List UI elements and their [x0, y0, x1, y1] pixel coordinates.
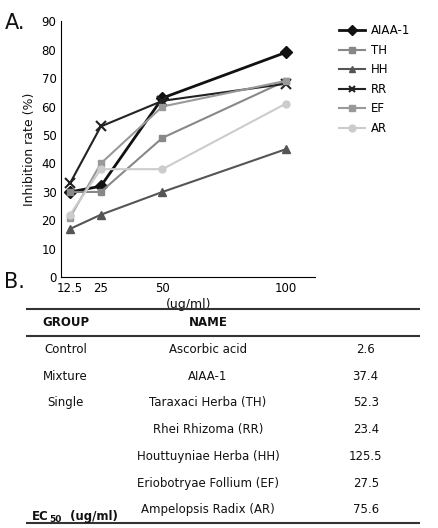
AIAA-1 — [98, 183, 103, 190]
EF — [67, 214, 73, 221]
TH — [160, 135, 165, 141]
TH — [283, 78, 288, 84]
TH — [67, 189, 73, 195]
HH — [283, 146, 288, 153]
AIAA-1 — [160, 95, 165, 101]
TH — [98, 189, 103, 195]
Text: (ug/ml): (ug/ml) — [66, 510, 117, 523]
Line: TH: TH — [67, 78, 289, 195]
AR — [98, 166, 103, 172]
EF — [283, 78, 288, 84]
Y-axis label: Inhibition rate (%): Inhibition rate (%) — [23, 92, 36, 206]
Line: AR: AR — [67, 100, 289, 218]
Text: EC: EC — [32, 510, 48, 523]
Legend: AIAA-1, TH, HH, RR, EF, AR: AIAA-1, TH, HH, RR, EF, AR — [336, 22, 413, 137]
AIAA-1 — [283, 49, 288, 55]
RR — [160, 98, 165, 104]
AIAA-1 — [67, 189, 73, 195]
RR — [67, 180, 73, 186]
Text: 50: 50 — [49, 515, 61, 524]
EF — [98, 161, 103, 167]
HH — [98, 212, 103, 218]
AR — [160, 166, 165, 172]
AR — [67, 212, 73, 218]
RR — [98, 124, 103, 130]
Line: EF: EF — [67, 78, 289, 221]
Text: A.: A. — [4, 13, 25, 33]
Line: AIAA-1: AIAA-1 — [66, 48, 290, 196]
Text: B.: B. — [4, 272, 25, 292]
AR — [283, 100, 288, 107]
X-axis label: (ug/ml): (ug/ml) — [166, 298, 211, 311]
RR — [283, 81, 288, 87]
HH — [160, 189, 165, 195]
Line: HH: HH — [66, 145, 290, 233]
HH — [67, 226, 73, 232]
EF — [160, 103, 165, 110]
Line: RR: RR — [65, 79, 291, 188]
